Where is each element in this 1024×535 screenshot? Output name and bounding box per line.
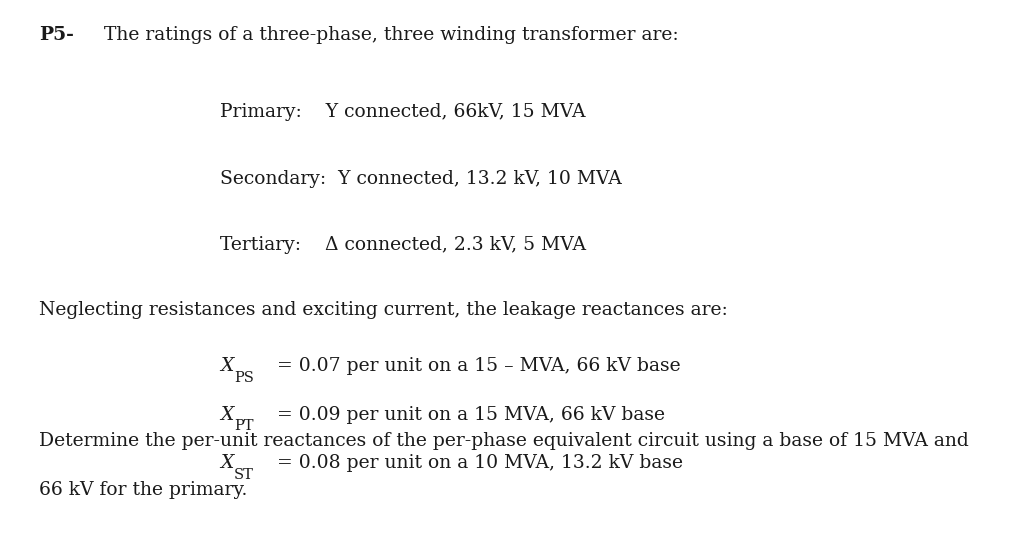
Text: = 0.07 per unit on a 15 – MVA, 66 kV base: = 0.07 per unit on a 15 – MVA, 66 kV bas… [271, 357, 681, 376]
Text: P5-: P5- [39, 26, 74, 44]
Text: = 0.08 per unit on a 10 MVA, 13.2 kV base: = 0.08 per unit on a 10 MVA, 13.2 kV bas… [271, 454, 683, 472]
Text: The ratings of a three-phase, three winding transformer are:: The ratings of a three-phase, three wind… [98, 26, 679, 44]
Text: ST: ST [233, 468, 254, 482]
Text: X: X [220, 406, 233, 424]
Text: Primary:    Y connected, 66kV, 15 MVA: Primary: Y connected, 66kV, 15 MVA [220, 103, 586, 121]
Text: Tertiary:    Δ connected, 2.3 kV, 5 MVA: Tertiary: Δ connected, 2.3 kV, 5 MVA [220, 236, 586, 254]
Text: X: X [220, 357, 233, 376]
Text: X: X [220, 454, 233, 472]
Text: Secondary:  Y connected, 13.2 kV, 10 MVA: Secondary: Y connected, 13.2 kV, 10 MVA [220, 170, 622, 188]
Text: PT: PT [233, 419, 254, 433]
Text: = 0.09 per unit on a 15 MVA, 66 kV base: = 0.09 per unit on a 15 MVA, 66 kV base [271, 406, 666, 424]
Text: 66 kV for the primary.: 66 kV for the primary. [39, 480, 247, 499]
Text: Neglecting resistances and exciting current, the leakage reactances are:: Neglecting resistances and exciting curr… [39, 301, 728, 319]
Text: Determine the per-unit reactances of the per-phase equivalent circuit using a ba: Determine the per-unit reactances of the… [39, 432, 969, 450]
Text: PS: PS [233, 371, 254, 385]
